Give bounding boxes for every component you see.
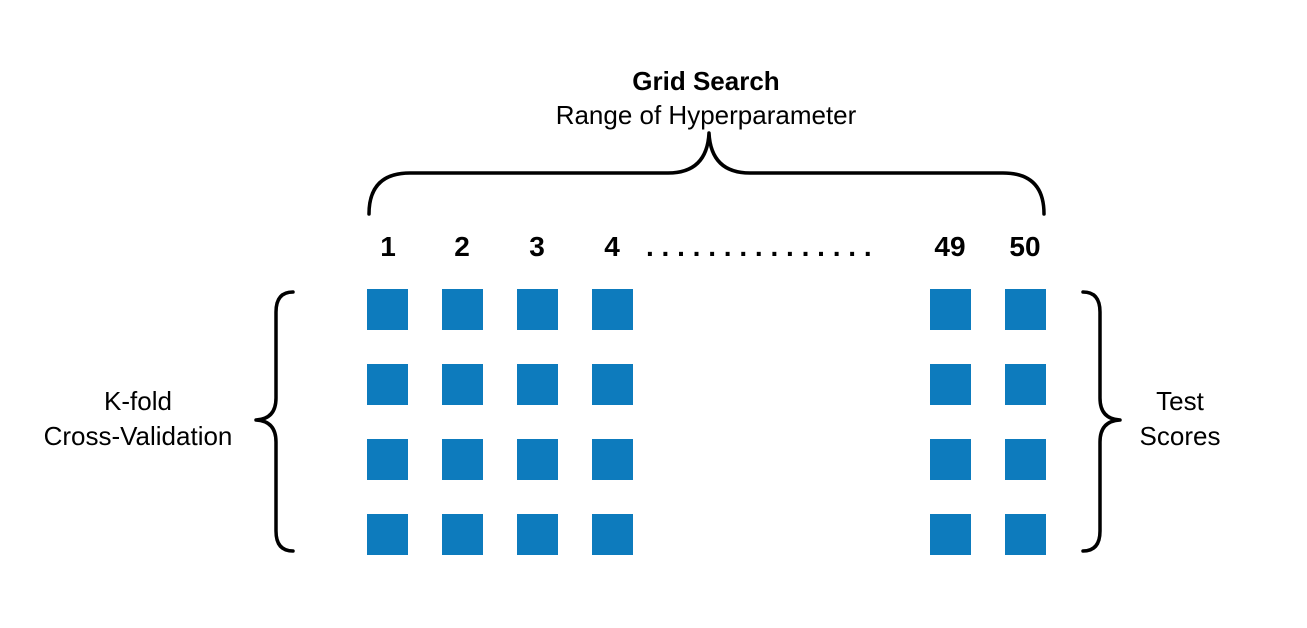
fold-score-cell [517,364,558,405]
kfold-label: K-fold Cross-Validation [20,384,256,454]
kfold-label-line1: K-fold [104,386,172,416]
fold-score-cell [442,364,483,405]
fold-score-cell [1005,514,1046,555]
fold-score-cell [517,439,558,480]
fold-score-cell [367,439,408,480]
fold-score-cell [442,289,483,330]
fold-score-cell [592,364,633,405]
fold-score-cell [367,364,408,405]
diagram-subtitle: Range of Hyperparameter [555,100,857,130]
column-label: 4 [604,231,620,262]
column-label: 2 [454,231,470,262]
kfold-label-line2: Cross-Validation [43,421,233,451]
left-brace [254,290,295,553]
right-brace [1081,290,1122,553]
test-scores-label-line2: Scores [1139,421,1221,451]
fold-score-cell [930,289,971,330]
fold-score-cell [592,289,633,330]
cell-grid [367,289,1046,555]
fold-score-cell [367,514,408,555]
fold-score-cell [592,439,633,480]
diagram-title: Grid Search [632,66,780,96]
column-label: 3 [529,231,545,262]
fold-score-cell [442,514,483,555]
fold-score-cell [930,439,971,480]
column-label: 1 [380,231,396,262]
fold-score-cell [442,439,483,480]
fold-score-cell [930,514,971,555]
fold-score-cell [1005,289,1046,330]
fold-score-cell [930,364,971,405]
column-label: 50 [1009,231,1041,262]
fold-score-cell [1005,439,1046,480]
test-scores-label-line1: Test [1156,386,1204,416]
top-brace [367,131,1046,216]
fold-score-cell [517,514,558,555]
fold-score-cell [517,289,558,330]
column-label: 49 [934,231,966,262]
ellipsis: . . . . . . . . . . . . . . . [646,231,872,262]
test-scores-label: Test Scores [1110,384,1250,454]
fold-score-cell [367,289,408,330]
fold-score-cell [592,514,633,555]
fold-score-cell [1005,364,1046,405]
